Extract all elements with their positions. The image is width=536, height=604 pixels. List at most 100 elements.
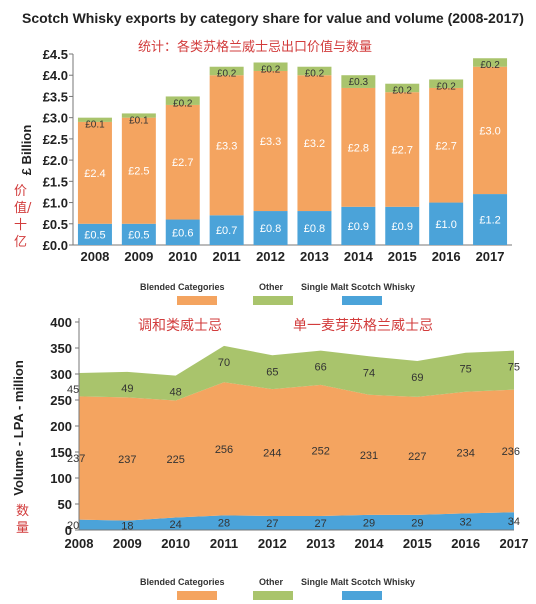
legend-blended-label: Blended Categories: [140, 282, 225, 292]
bar-segment: [121, 117, 156, 224]
bar-segment: [165, 104, 200, 220]
bar-segment: [121, 113, 156, 118]
x-tick-label-2: 2011: [210, 536, 238, 551]
area-data-label: 237: [67, 453, 85, 465]
area-data-label: 252: [311, 445, 329, 457]
area-data-label: 27: [266, 518, 278, 530]
legend-single-malt-swatch: [342, 296, 382, 305]
area-data-label: 234: [456, 448, 474, 460]
chart-title: Scotch Whisky exports by category share …: [22, 10, 524, 26]
data-label: £0.9: [348, 221, 369, 233]
data-label: £2.5: [128, 166, 149, 178]
value-bar-chart: £0.0 £0.5 £1.0 £1.5 £2.0 £2.5 £3.0 £3.5 £4.0 £4.5…: [19, 47, 512, 264]
annotation-single-malt-cn: 单一麦芽苏格兰威士忌: [293, 318, 433, 334]
area-data-label: 32: [460, 517, 472, 529]
data-label: £3.0: [479, 125, 500, 137]
bar-segment: [429, 87, 464, 203]
area-other: [79, 345, 514, 401]
bar-segment: [341, 75, 376, 88]
bar-segment: [473, 66, 508, 195]
legend-blended-swatch: [177, 296, 217, 305]
area-data-label: 236: [502, 446, 520, 458]
bar-segment: [165, 96, 200, 105]
y-tick-label: £4.5: [43, 47, 68, 62]
area-data-label: 69: [411, 372, 423, 384]
area-data-label: 65: [266, 366, 278, 378]
y-tick-label-2: 200: [50, 419, 72, 434]
data-label: £3.2: [304, 138, 325, 150]
y-tick-label-2: 0: [65, 523, 72, 538]
bar-segment: [77, 223, 112, 245]
area-data-label: 244: [263, 448, 281, 460]
annotation-top-cn: 统计：各类苏格兰威士忌出口价值与数量: [138, 40, 373, 55]
bar-segment: [385, 206, 420, 245]
bar-segment: [297, 75, 332, 212]
area-data-label: 231: [360, 450, 378, 462]
x-tick-label: 2015: [388, 249, 417, 264]
x-tick-label-2: 2014: [355, 536, 385, 551]
data-label: £0.8: [304, 223, 325, 235]
data-label: £3.3: [260, 136, 281, 148]
y-tick-label: £1.0: [43, 196, 68, 211]
area-data-label: 34: [508, 516, 520, 528]
data-label: £0.1: [129, 115, 149, 126]
data-label: £0.9: [392, 221, 413, 233]
area-data-label: 256: [215, 444, 233, 456]
annotation-value-axis-cn: 价值/十亿: [14, 184, 32, 250]
data-label: £3.3: [216, 140, 237, 152]
legend2-other-swatch: [253, 591, 293, 600]
legend2-single-malt-label: Single Malt Scotch Whisky: [301, 577, 416, 587]
bar-segment: [385, 83, 420, 93]
x-tick-label: 2010: [168, 249, 197, 264]
data-label: £0.2: [261, 64, 281, 75]
x-tick-label: 2017: [476, 249, 505, 264]
bar-segment: [209, 75, 244, 216]
annotation-blended-cn: 调和类威士忌: [138, 318, 222, 334]
bar-segment: [165, 219, 200, 245]
data-label: £2.7: [172, 157, 193, 169]
area-data-label: 29: [411, 517, 423, 529]
bar-segment: [209, 215, 244, 245]
y-tick-label-2: 300: [50, 367, 72, 382]
bar-segment: [121, 223, 156, 245]
x-tick-label-2: 2015: [403, 536, 432, 551]
area-data-label: 29: [363, 517, 375, 529]
x-tick-label-2: 2012: [258, 536, 287, 551]
area-data-label: 74: [363, 367, 375, 379]
area-data-label: 66: [315, 362, 327, 374]
x-tick-label-2: 2013: [306, 536, 335, 551]
bar-segment: [77, 121, 112, 224]
data-label: £2.7: [435, 140, 456, 152]
area-data-label: 75: [460, 364, 472, 376]
data-label: £0.8: [260, 223, 281, 235]
area-data-label: 48: [170, 387, 182, 399]
bar-segment: [297, 66, 332, 76]
annotation-volume-axis-cn: 数量: [16, 504, 30, 536]
data-label: £0.5: [128, 229, 149, 241]
x-tick-label: 2016: [432, 249, 461, 264]
data-label: £2.4: [84, 168, 105, 180]
area-data-label: 237: [118, 454, 136, 466]
x-tick-label-2: 2008: [65, 536, 94, 551]
data-label: £0.6: [172, 227, 193, 239]
area-data-label: 27: [315, 518, 327, 530]
bar-segment: [297, 211, 332, 245]
area-single-malt-scotch-whisky: [79, 512, 514, 530]
data-label: £1.2: [479, 215, 500, 227]
bar-segment: [253, 62, 288, 71]
y-tick-label: £0.5: [43, 217, 68, 232]
area-data-label: 18: [121, 520, 133, 532]
y-tick-label-2: 50: [58, 497, 72, 512]
area-data-label: 70: [218, 357, 230, 369]
x-tick-label: 2009: [124, 249, 153, 264]
area-data-label: 49: [121, 383, 133, 395]
data-label: £0.7: [216, 225, 237, 237]
x-tick-label: 2008: [80, 249, 109, 264]
legend-other-swatch: [253, 296, 293, 305]
area-data-label: 24: [170, 519, 182, 531]
x-tick-label-2: 2010: [161, 536, 190, 551]
bar-segment: [429, 79, 464, 88]
y-tick-label: £2.5: [43, 132, 68, 147]
y-tick-label-2: 100: [50, 471, 72, 486]
x-tick-label: 2013: [300, 249, 329, 264]
